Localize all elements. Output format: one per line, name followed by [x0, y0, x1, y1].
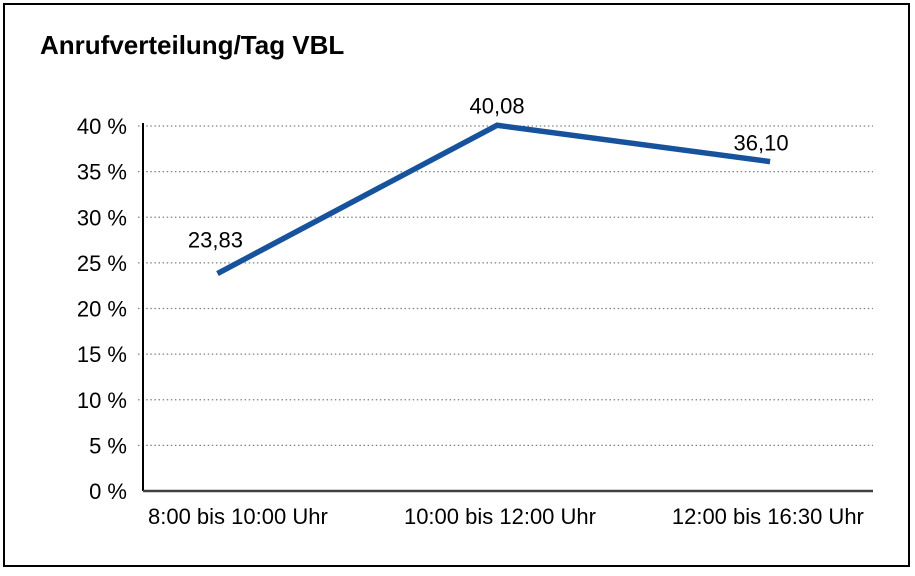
chart-title: Anrufverteilung/Tag VBL: [40, 30, 345, 60]
data-point-label: 23,83: [188, 228, 243, 253]
x-axis-category-label: 10:00 bis 12:00 Uhr: [404, 504, 596, 529]
series-line: [216, 122, 771, 276]
x-axis-category-label: 8:00 bis 10:00 Uhr: [148, 504, 328, 529]
y-axis-tick-label: 35 %: [77, 160, 127, 185]
y-axis-tick-label: 20 %: [77, 297, 127, 322]
y-axis-tick-label: 10 %: [77, 388, 127, 413]
y-axis-tick-label: 0 %: [89, 479, 127, 504]
y-axis-tick-label: 30 %: [77, 205, 127, 230]
y-axis-tick-label: 25 %: [77, 251, 127, 276]
y-axis-tick-label: 5 %: [89, 433, 127, 458]
x-axis-category-label: 12:00 bis 16:30 Uhr: [672, 504, 864, 529]
data-point-label: 36,10: [734, 131, 789, 156]
y-axis-tick-label: 40 %: [77, 114, 127, 139]
data-point-label: 40,08: [470, 93, 525, 118]
y-axis-tick-label: 15 %: [77, 342, 127, 367]
